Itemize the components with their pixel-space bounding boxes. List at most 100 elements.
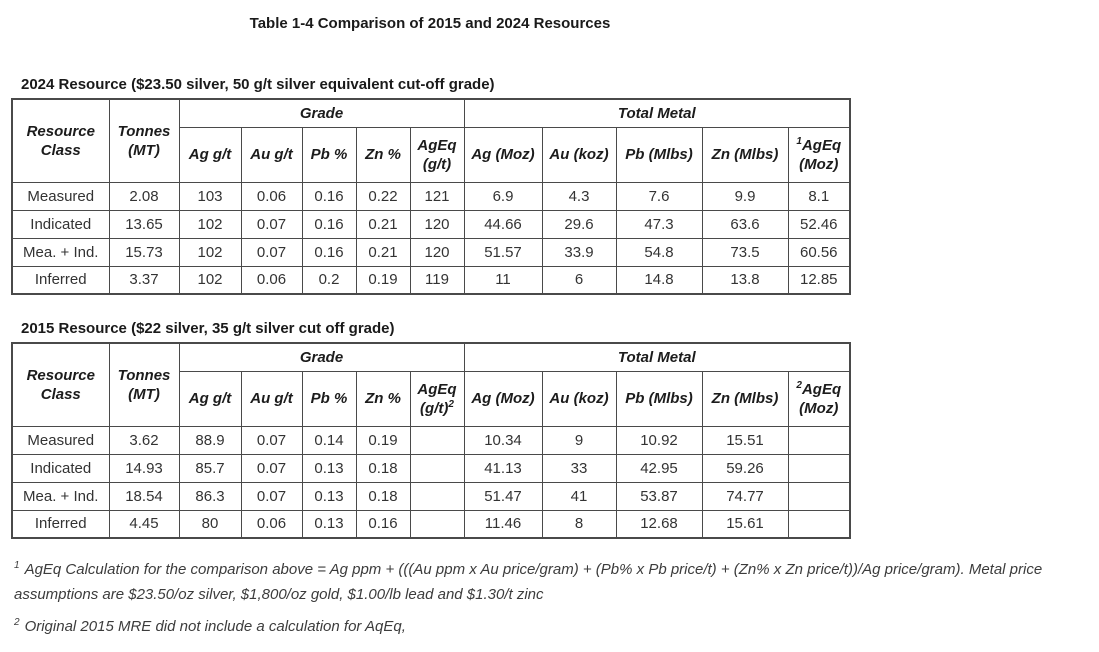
col-header-pb-grade: Pb % (301, 370, 357, 427)
value-cell: 52.46 (787, 209, 851, 239)
value-cell: 88.9 (178, 425, 242, 455)
header-text: AgEq (801, 136, 842, 154)
value-cell: 0.16 (301, 181, 357, 211)
value-cell: 0.13 (301, 453, 357, 483)
col-header-ageq-grade: AgEq (g/t)2 (409, 370, 465, 427)
value-cell: 44.66 (463, 209, 543, 239)
table-2024-caption: 2024 Resource ($23.50 silver, 50 g/t sil… (21, 76, 495, 93)
value-cell: 0.07 (240, 453, 303, 483)
value-cell: 4.3 (541, 181, 617, 211)
value-cell: 3.37 (108, 265, 180, 295)
value-cell: 0.19 (355, 265, 411, 295)
value-cell: 18.54 (108, 481, 180, 511)
value-cell: 120 (409, 209, 465, 239)
col-header-pb-grade: Pb % (301, 126, 357, 183)
value-cell: 15.51 (701, 425, 789, 455)
value-cell: 0.21 (355, 237, 411, 267)
col-header-resource-class: Resource Class (11, 98, 110, 183)
table-row: Mea. + Ind. 15.73 102 0.07 0.16 0.21 120 51.57 3… (11, 237, 851, 267)
header-line: AgEq (417, 380, 457, 398)
value-cell: 33 (541, 453, 617, 483)
value-cell: 102 (178, 237, 242, 267)
superscript-marker: 1 (796, 135, 802, 147)
header-line: (Moz) (799, 399, 839, 417)
table-2015-body: Measured 3.62 88.9 0.07 0.14 0.19 10.34 9 10.92 1… (11, 425, 851, 539)
resource-class-cell: Measured (11, 425, 110, 455)
resource-class-cell: Inferred (11, 509, 110, 539)
resource-class-cell: Indicated (11, 453, 110, 483)
resources-table-2015: Resource Class Tonnes (MT) Grade Total M… (11, 342, 852, 539)
value-cell: 63.6 (701, 209, 789, 239)
col-header-au-grade: Au g/t (240, 126, 303, 183)
col-header-pb-metal: Pb (Mlbs) (615, 126, 703, 183)
col-header-zn-metal: Zn (Mlbs) (701, 126, 789, 183)
value-cell: 0.16 (355, 509, 411, 539)
col-header-zn-metal: Zn (Mlbs) (701, 370, 789, 427)
value-cell: 0.13 (301, 481, 357, 511)
table-row: Measured 2.08 103 0.06 0.16 0.22 121 6.9 4.3 7.6 9… (11, 181, 851, 211)
value-cell: 0.07 (240, 481, 303, 511)
resource-class-cell: Measured (11, 181, 110, 211)
col-header-ag-grade: Ag g/t (178, 126, 242, 183)
table-row: Indicated 13.65 102 0.07 0.16 0.21 120 44.66 29.… (11, 209, 851, 239)
footnotes: 1 AgEq Calculation for the comparison abo… (14, 557, 1092, 639)
value-cell: 0.21 (355, 209, 411, 239)
value-cell: 8 (541, 509, 617, 539)
value-cell: 0.16 (301, 209, 357, 239)
value-cell: 15.61 (701, 509, 789, 539)
footnote-1: 1 AgEq Calculation for the comparison abo… (14, 557, 1092, 607)
value-cell (409, 481, 465, 511)
value-cell: 15.73 (108, 237, 180, 267)
value-cell: 74.77 (701, 481, 789, 511)
footnote-2-text: Original 2015 MRE did not include a calc… (24, 618, 406, 635)
value-cell: 102 (178, 265, 242, 295)
value-cell: 53.87 (615, 481, 703, 511)
header-line: (MT) (128, 141, 160, 159)
value-cell: 60.56 (787, 237, 851, 267)
header-line: AgEq (417, 136, 457, 154)
header-line: (g/t) (413, 155, 462, 174)
value-cell: 11 (463, 265, 543, 295)
value-cell: 85.7 (178, 453, 242, 483)
value-cell: 51.47 (463, 481, 543, 511)
value-cell: 8.1 (787, 181, 851, 211)
value-cell: 2.08 (108, 181, 180, 211)
value-cell: 12.85 (787, 265, 851, 295)
value-cell: 0.07 (240, 209, 303, 239)
resource-class-cell: Mea. + Ind. (11, 481, 110, 511)
value-cell: 7.6 (615, 181, 703, 211)
table-row: Inferred 3.37 102 0.06 0.2 0.19 119 11 6 14.8 13.8… (11, 265, 851, 295)
footnote-2-marker: 2 (14, 617, 20, 628)
value-cell (787, 453, 851, 483)
col-header-pb-metal: Pb (Mlbs) (615, 370, 703, 427)
header-line: (Moz) (799, 155, 839, 173)
header-line: (MT) (128, 385, 160, 403)
header-line: Class (40, 385, 81, 403)
table-row: Inferred 4.45 80 0.06 0.13 0.16 11.46 8 12.68 15.… (11, 509, 851, 539)
footnote-2: 2 Original 2015 MRE did not include a cal… (14, 614, 1092, 639)
col-header-ag-grade: Ag g/t (178, 370, 242, 427)
value-cell: 59.26 (701, 453, 789, 483)
value-cell: 9 (541, 425, 617, 455)
value-cell: 51.57 (463, 237, 543, 267)
value-cell: 0.16 (301, 237, 357, 267)
header-line: Tonnes (117, 122, 171, 140)
col-header-resource-class: Resource Class (11, 342, 110, 427)
value-cell: 0.06 (240, 181, 303, 211)
value-cell (787, 509, 851, 539)
value-cell: 0.19 (355, 425, 411, 455)
value-cell: 0.2 (301, 265, 357, 295)
table-2024-header: Resource Class Tonnes (MT) Grade Total M… (11, 98, 851, 183)
col-header-au-grade: Au g/t (240, 370, 303, 427)
value-cell (787, 481, 851, 511)
value-cell: 47.3 (615, 209, 703, 239)
col-header-tonnes: Tonnes (MT) (108, 342, 180, 427)
resource-class-cell: Indicated (11, 209, 110, 239)
group-header-total-metal: Total Metal (463, 342, 851, 372)
header-line: 2AgEq (791, 380, 848, 399)
value-cell: 119 (409, 265, 465, 295)
table-row: Mea. + Ind. 18.54 86.3 0.07 0.13 0.18 51.47 41 5… (11, 481, 851, 511)
table-2024-body: Measured 2.08 103 0.06 0.16 0.22 121 6.9 4.3 7.6 9… (11, 181, 851, 295)
value-cell (787, 425, 851, 455)
value-cell: 14.93 (108, 453, 180, 483)
